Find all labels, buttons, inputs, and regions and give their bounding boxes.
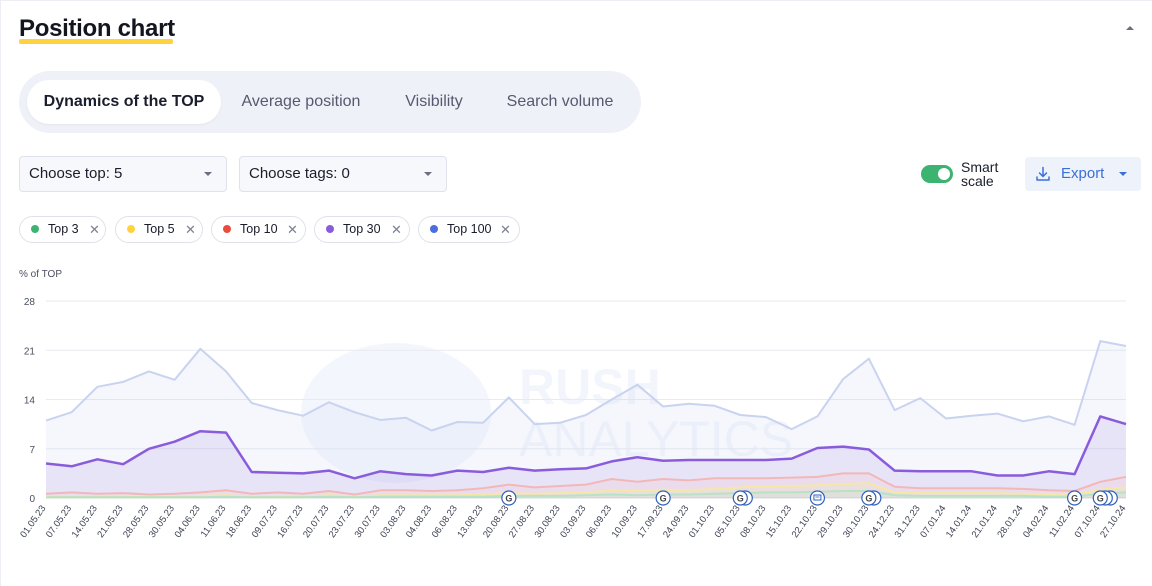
choose-tags-value: Choose tags: 0 [249,165,350,182]
filter-chip-label: Top 3 [48,222,79,236]
caret-down-icon [204,172,212,176]
smart-scale-toggle[interactable] [921,165,953,183]
svg-text:G: G [865,494,872,504]
series-line-top-30[interactable] [45,415,1127,480]
y-tick-label: 7 [29,445,35,456]
filter-chip-top-30[interactable]: Top 30 ✕ [314,216,410,243]
close-icon[interactable]: ✕ [287,222,298,237]
filter-chip-label: Top 5 [144,222,175,236]
watermark-text: ANALYTICS [519,411,793,467]
close-icon[interactable]: ✕ [391,222,402,237]
legend-dot [127,225,135,233]
y-tick-label: 14 [24,396,36,407]
series-line-top-3[interactable] [46,490,1127,499]
tab-visibility[interactable]: Visibility [405,93,463,110]
export-label: Export [1061,165,1105,182]
choose-top-value: Choose top: 5 [29,165,123,182]
x-tick-label: 04.02.24 [1021,503,1051,540]
close-icon[interactable]: ✕ [89,222,100,237]
caret-down-icon [1119,172,1127,176]
download-icon [1036,166,1050,181]
svg-text:G: G [1097,494,1104,504]
toggle-knob [938,168,950,180]
tab-search-volume[interactable]: Search volume [506,93,614,110]
filter-chip-top-10[interactable]: Top 10 ✕ [211,216,306,243]
title-underline [19,39,173,44]
google-icon[interactable]: G [1066,490,1083,506]
series-line-top-5[interactable] [45,482,1127,498]
series-line-top-100[interactable] [45,340,1127,432]
watermark: RUSH ANALYTICS [301,343,793,483]
svg-text:G: G [1071,494,1078,504]
filter-chip-label: Top 100 [447,222,492,236]
caret-down-icon [424,172,432,176]
legend-dot [430,225,438,233]
google-icon[interactable]: G [861,490,882,506]
legend-dot [223,225,231,233]
close-icon[interactable]: ✕ [500,222,511,237]
series-area-top-100 [46,341,1126,498]
tab-average-position[interactable]: Average position [241,93,361,110]
watermark-logo [301,343,491,483]
chart-tabs: Dynamics of the TOP Average position Vis… [19,71,641,133]
chevron-up-icon [1126,26,1134,30]
y-axis-label: % of TOP [19,269,62,280]
x-tick-label: 27.10.24 [1098,503,1128,540]
svg-text:G: G [505,494,512,504]
legend-dot [31,225,39,233]
filter-chip-label: Top 10 [240,222,278,236]
svg-text:G: G [660,494,667,504]
note-icon[interactable] [809,490,826,506]
choose-tags-select[interactable]: Choose tags: 0 [239,156,447,192]
tab-dynamics-of-the-top[interactable]: Dynamics of the TOP [27,80,221,124]
smart-scale-label: Smart scale [961,160,1011,188]
collapse-button[interactable] [1123,21,1137,35]
y-tick-label: 28 [24,297,36,308]
choose-top-select[interactable]: Choose top: 5 [19,156,227,192]
y-tick-label: 0 [29,494,35,505]
close-icon[interactable]: ✕ [185,222,196,237]
filter-chip-top-3[interactable]: Top 3 ✕ [19,216,106,243]
series-area-top-3 [46,491,1126,498]
page-title: Position chart [19,15,175,42]
series-area-top-30 [46,416,1126,498]
filter-chip-top-100[interactable]: Top 100 ✕ [418,216,520,243]
google-icon[interactable]: G [655,490,671,506]
svg-text:G: G [737,494,744,504]
series-area-top-5 [46,483,1126,498]
series-line-top-10[interactable] [45,472,1127,496]
filter-chip-label: Top 30 [343,222,381,236]
google-icon[interactable]: G [1092,490,1118,506]
watermark-text: RUSH [519,359,661,415]
filter-chip-top-5[interactable]: Top 5 ✕ [115,216,203,243]
google-icon[interactable]: G [732,490,753,506]
x-tick-label: 04.06.23 [173,503,203,540]
smart-scale-label-line1: Smart [961,159,999,175]
export-button[interactable]: Export [1025,157,1141,191]
google-icon[interactable]: G [501,490,517,506]
y-tick-label: 21 [24,346,36,357]
legend-dot [326,225,334,233]
smart-scale-label-line2: scale [961,173,994,189]
